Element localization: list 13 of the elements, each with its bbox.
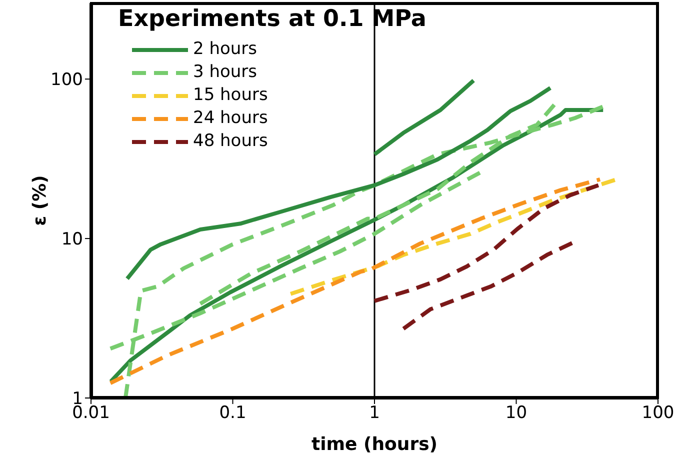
x-tick-label: 10 <box>505 403 528 424</box>
legend-label: 3 hours <box>193 61 258 84</box>
legend-label: 48 hours <box>193 130 268 153</box>
y-tick-label: 10 <box>61 230 83 250</box>
y-axis-title: ε (%) <box>29 175 50 226</box>
legend-label: 2 hours <box>193 38 258 61</box>
x-tick-label: 1 <box>369 403 380 424</box>
legend-label: 15 hours <box>193 84 268 107</box>
legend-label: 24 hours <box>193 107 268 130</box>
x-tick-label: 100 <box>642 403 674 424</box>
x-tick-label: 0.1 <box>219 403 246 424</box>
y-tick-label: 100 <box>50 70 83 90</box>
x-axis-title: time (hours) <box>311 434 438 455</box>
